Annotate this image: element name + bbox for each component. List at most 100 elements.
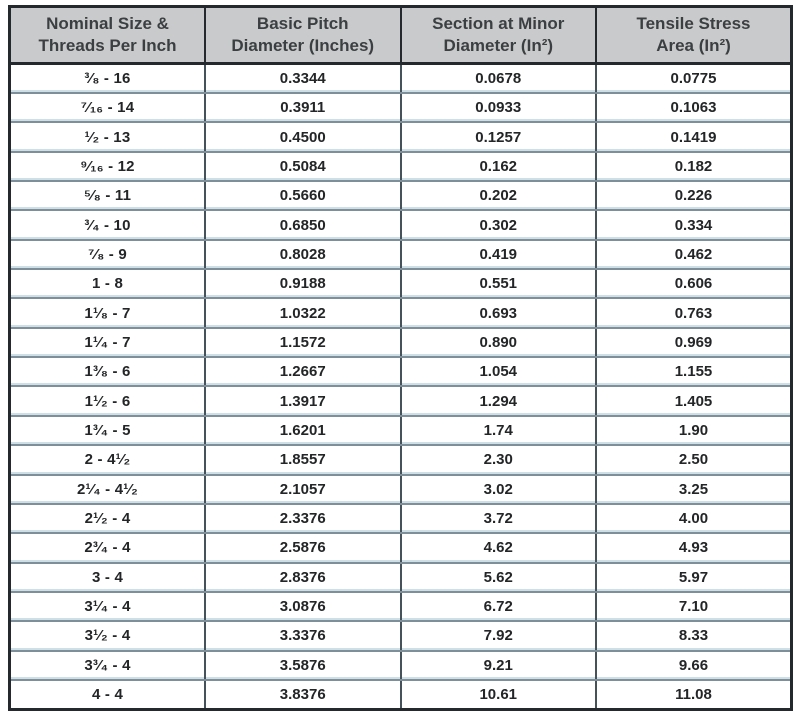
table-row: 1³⁄₈ - 6 1.2667 1.054 1.155 <box>9 357 792 388</box>
table-row: ¹⁄₂ - 13 0.4500 0.1257 0.1419 <box>9 122 792 153</box>
tensile-area-cell: 1.405 <box>595 386 792 417</box>
minor-section-cell: 6.72 <box>399 591 596 623</box>
table-row: ³⁄₈ - 16 0.3344 0.0678 0.0775 <box>9 63 792 95</box>
tensile-area-cell: 1.90 <box>595 415 792 447</box>
table-row: 1¹⁄₄ - 7 1.1572 0.890 0.969 <box>9 327 792 359</box>
minor-section-cell: 7.92 <box>399 621 596 652</box>
tensile-area-cell: 0.1063 <box>595 93 792 124</box>
header-basic-pitch-diameter: Basic Pitch Diameter (Inches) <box>204 6 401 66</box>
tensile-area-cell: 0.606 <box>595 269 792 300</box>
size-cell: 1¹⁄₄ - 7 <box>9 327 205 359</box>
size-cell: 3 - 4 <box>9 562 205 593</box>
size-cell: 2¹⁄₄ - 4¹⁄₂ <box>9 474 205 505</box>
size-cell: 1³⁄₄ - 5 <box>9 415 205 447</box>
minor-section-cell: 0.419 <box>399 239 596 271</box>
tensile-area-cell: 0.226 <box>595 181 792 212</box>
tensile-area-cell: 1.155 <box>595 357 792 388</box>
minor-section-cell: 0.0933 <box>399 93 596 124</box>
minor-section-cell: 3.02 <box>399 474 596 505</box>
table-row: ⁵⁄₈ - 11 0.5660 0.202 0.226 <box>9 181 792 212</box>
size-cell: 1³⁄₈ - 6 <box>9 357 205 388</box>
table-row: ⁹⁄₁₆ - 12 0.5084 0.162 0.182 <box>9 151 792 183</box>
tensile-area-cell: 4.00 <box>595 503 792 535</box>
pitch-diameter-cell: 0.3344 <box>204 63 401 95</box>
minor-section-cell: 0.693 <box>399 298 596 329</box>
minor-section-cell: 4.62 <box>399 533 596 564</box>
size-cell: ⁹⁄₁₆ - 12 <box>9 151 205 183</box>
pitch-diameter-cell: 1.6201 <box>204 415 401 447</box>
table-row: 3 - 4 2.8376 5.62 5.97 <box>9 562 792 593</box>
table-row: 1¹⁄₈ - 7 1.0322 0.693 0.763 <box>9 298 792 329</box>
minor-section-cell: 0.162 <box>399 151 596 183</box>
minor-section-cell: 0.302 <box>399 210 596 241</box>
pitch-diameter-cell: 1.8557 <box>204 445 401 476</box>
size-cell: 4 - 4 <box>9 679 205 710</box>
size-cell: ⁵⁄₈ - 11 <box>9 181 205 212</box>
tensile-area-cell: 2.50 <box>595 445 792 476</box>
minor-section-cell: 0.202 <box>399 181 596 212</box>
minor-section-cell: 1.294 <box>399 386 596 417</box>
tensile-area-cell: 0.1419 <box>595 122 792 153</box>
tensile-area-cell: 0.334 <box>595 210 792 241</box>
table-row: ⁷⁄₁₆ - 14 0.3911 0.0933 0.1063 <box>9 93 792 124</box>
size-cell: ⁷⁄₈ - 9 <box>9 239 205 271</box>
pitch-diameter-cell: 0.6850 <box>204 210 401 241</box>
pitch-diameter-cell: 1.2667 <box>204 357 401 388</box>
table-row: 1³⁄₄ - 5 1.6201 1.74 1.90 <box>9 415 792 447</box>
table-row: ³⁄₄ - 10 0.6850 0.302 0.334 <box>9 210 792 241</box>
pitch-diameter-cell: 0.8028 <box>204 239 401 271</box>
size-cell: 3¹⁄₄ - 4 <box>9 591 205 623</box>
pitch-diameter-cell: 1.0322 <box>204 298 401 329</box>
table-row: 1¹⁄₂ - 6 1.3917 1.294 1.405 <box>9 386 792 417</box>
size-cell: 2¹⁄₂ - 4 <box>9 503 205 535</box>
minor-section-cell: 0.0678 <box>399 63 596 95</box>
thread-data-table: Nominal Size & Threads Per Inch Basic Pi… <box>8 5 793 711</box>
size-cell: 1¹⁄₈ - 7 <box>9 298 205 329</box>
size-cell: 2³⁄₄ - 4 <box>9 533 205 564</box>
table-body: ³⁄₈ - 16 0.3344 0.0678 0.0775 ⁷⁄₁₆ - 14 … <box>9 63 792 710</box>
minor-section-cell: 0.1257 <box>399 122 596 153</box>
table-row: 2¹⁄₂ - 4 2.3376 3.72 4.00 <box>9 503 792 535</box>
minor-section-cell: 9.21 <box>399 650 596 681</box>
tensile-area-cell: 0.763 <box>595 298 792 329</box>
pitch-diameter-cell: 3.5876 <box>204 650 401 681</box>
pitch-diameter-cell: 0.4500 <box>204 122 401 153</box>
size-cell: ¹⁄₂ - 13 <box>9 122 205 153</box>
tensile-area-cell: 9.66 <box>595 650 792 681</box>
pitch-diameter-cell: 3.8376 <box>204 679 401 710</box>
size-cell: 1¹⁄₂ - 6 <box>9 386 205 417</box>
size-cell: 3¹⁄₂ - 4 <box>9 621 205 652</box>
tensile-area-cell: 5.97 <box>595 562 792 593</box>
header-nominal-size: Nominal Size & Threads Per Inch <box>9 6 205 66</box>
pitch-diameter-cell: 3.3376 <box>204 621 401 652</box>
pitch-diameter-cell: 0.5660 <box>204 181 401 212</box>
table-row: ⁷⁄₈ - 9 0.8028 0.419 0.462 <box>9 239 792 271</box>
tensile-area-cell: 0.0775 <box>595 63 792 95</box>
pitch-diameter-cell: 0.5084 <box>204 151 401 183</box>
size-cell: ³⁄₄ - 10 <box>9 210 205 241</box>
pitch-diameter-cell: 2.8376 <box>204 562 401 593</box>
minor-section-cell: 10.61 <box>399 679 596 710</box>
table-row: 4 - 4 3.8376 10.61 11.08 <box>9 679 792 710</box>
pitch-diameter-cell: 2.1057 <box>204 474 401 505</box>
pitch-diameter-cell: 1.3917 <box>204 386 401 417</box>
minor-section-cell: 0.551 <box>399 269 596 300</box>
pitch-diameter-cell: 0.3911 <box>204 93 401 124</box>
header-row: Nominal Size & Threads Per Inch Basic Pi… <box>9 6 792 66</box>
tensile-area-cell: 0.462 <box>595 239 792 271</box>
table-header: Nominal Size & Threads Per Inch Basic Pi… <box>9 6 792 66</box>
table-row: 3¹⁄₄ - 4 3.0876 6.72 7.10 <box>9 591 792 623</box>
header-tensile-stress-area: Tensile Stress Area (In²) <box>595 6 792 66</box>
minor-section-cell: 1.054 <box>399 357 596 388</box>
minor-section-cell: 2.30 <box>399 445 596 476</box>
size-cell: 1 - 8 <box>9 269 205 300</box>
header-section-at-minor-diameter: Section at Minor Diameter (In²) <box>399 6 596 66</box>
size-cell: ⁷⁄₁₆ - 14 <box>9 93 205 124</box>
tensile-area-cell: 7.10 <box>595 591 792 623</box>
size-cell: 3³⁄₄ - 4 <box>9 650 205 681</box>
minor-section-cell: 0.890 <box>399 327 596 359</box>
pitch-diameter-cell: 2.3376 <box>204 503 401 535</box>
tensile-area-cell: 0.969 <box>595 327 792 359</box>
pitch-diameter-cell: 3.0876 <box>204 591 401 623</box>
minor-section-cell: 1.74 <box>399 415 596 447</box>
